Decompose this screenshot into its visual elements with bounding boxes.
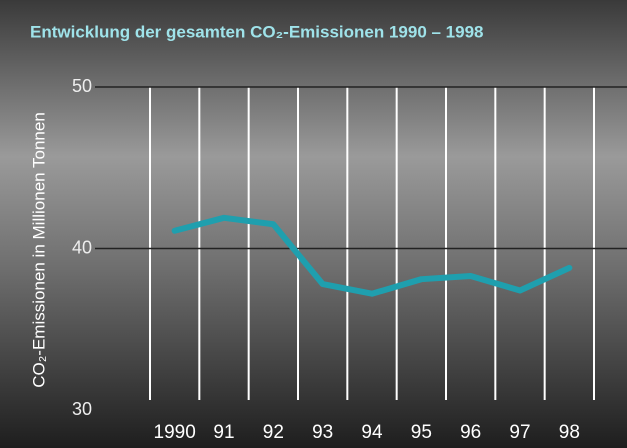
background <box>0 0 627 448</box>
y-tick-label: 50 <box>72 76 92 96</box>
x-tick-label: 98 <box>559 422 580 443</box>
x-tick-label: 95 <box>411 422 432 443</box>
chart-title: Entwicklung der gesamten CO₂-Emissionen … <box>30 22 484 41</box>
y-axis-label: CO₂-Emissionen in Millionen Tonnen <box>29 112 48 388</box>
y-tick-label: 40 <box>72 237 92 257</box>
x-tick-label: 96 <box>460 422 481 443</box>
x-tick-label: 92 <box>263 422 284 443</box>
chart: Entwicklung der gesamten CO₂-Emissionen … <box>0 0 627 448</box>
page: {"chart_data": {"type": "line", "title":… <box>0 0 627 448</box>
x-tick-label: 93 <box>312 422 333 443</box>
x-tick-label: 97 <box>509 422 530 443</box>
x-tick-label: 1990 <box>154 422 196 443</box>
x-tick-label: 94 <box>361 422 383 443</box>
y-tick-label: 30 <box>72 399 92 419</box>
x-tick-label: 91 <box>213 422 234 443</box>
